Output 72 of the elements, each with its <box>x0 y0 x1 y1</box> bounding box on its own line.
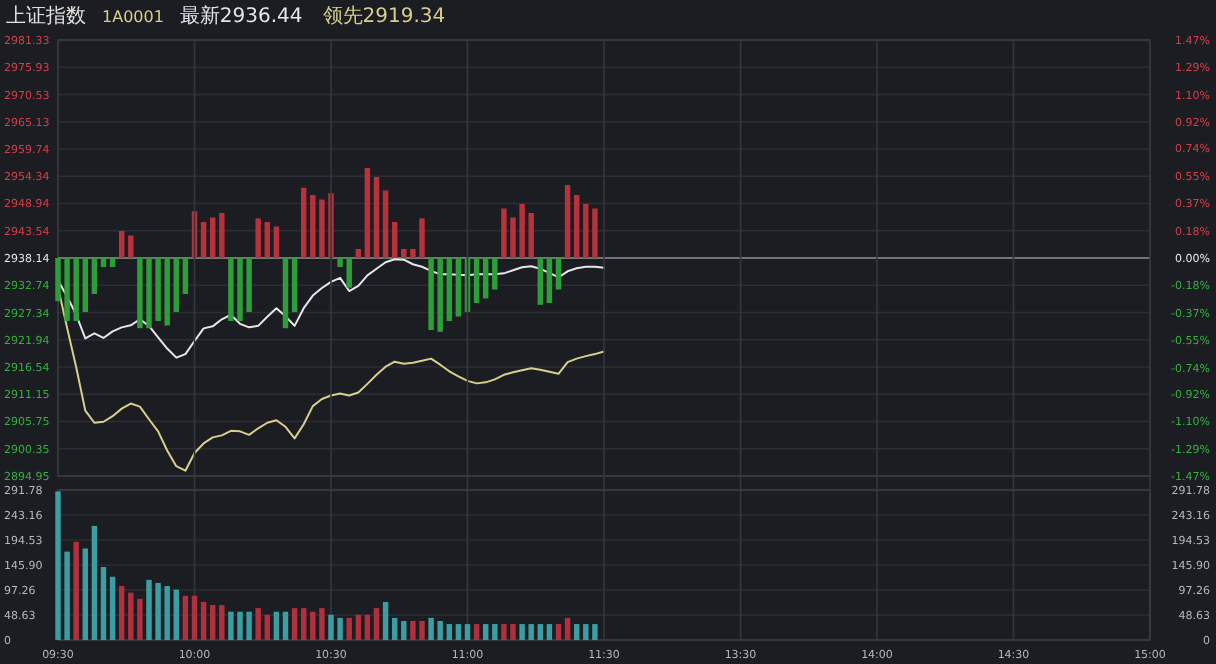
bar <box>219 605 225 640</box>
bar <box>82 548 89 640</box>
bar <box>537 258 544 305</box>
bar <box>546 624 553 640</box>
bar <box>273 226 280 258</box>
bar <box>219 213 225 258</box>
chart-title: 上证指数 <box>6 4 86 28</box>
bar <box>255 218 261 258</box>
bar <box>118 231 125 258</box>
bar <box>382 601 389 640</box>
bar <box>446 258 453 321</box>
bar <box>109 258 116 267</box>
bar <box>355 249 362 258</box>
bar <box>255 608 261 640</box>
bar <box>364 614 371 640</box>
bar <box>118 586 125 640</box>
bar <box>264 222 271 258</box>
bar <box>391 617 398 640</box>
bar <box>282 611 289 640</box>
bar <box>173 589 180 640</box>
bar <box>173 258 180 312</box>
bar <box>355 614 362 640</box>
bar <box>264 614 271 640</box>
bar <box>455 258 462 317</box>
bar <box>473 258 480 303</box>
bar <box>209 605 216 640</box>
bar <box>573 195 580 258</box>
bar <box>91 525 98 640</box>
bar <box>128 235 134 258</box>
bar <box>482 624 489 640</box>
bar <box>564 617 571 640</box>
bar <box>100 258 107 267</box>
bar <box>391 222 398 258</box>
bar <box>300 187 307 258</box>
bar <box>109 576 116 640</box>
bar <box>492 624 498 640</box>
bar <box>182 258 189 294</box>
bar <box>446 624 453 640</box>
bar <box>364 168 371 258</box>
bar <box>209 217 216 258</box>
bar <box>555 258 562 290</box>
bar <box>464 624 471 640</box>
bar <box>346 617 352 640</box>
bar <box>537 624 544 640</box>
bar <box>100 567 107 640</box>
bar <box>564 185 571 258</box>
bar <box>546 258 553 303</box>
bar <box>373 177 380 258</box>
bar <box>282 258 289 329</box>
bar <box>401 620 407 640</box>
bar <box>200 222 207 258</box>
bar <box>82 258 89 312</box>
text: 领先2919.34 <box>322 4 446 28</box>
bar <box>473 624 480 640</box>
bar <box>382 190 389 258</box>
bar <box>482 258 489 299</box>
bar <box>291 258 298 312</box>
bar <box>291 608 298 640</box>
bar <box>273 611 280 640</box>
bar <box>91 258 98 294</box>
bar <box>300 608 307 640</box>
bar <box>555 624 562 640</box>
bar <box>182 595 189 640</box>
bar <box>573 624 580 640</box>
bar <box>455 624 462 640</box>
text: 最新2936.44 <box>179 4 303 28</box>
bar <box>373 608 380 640</box>
bar <box>191 595 198 640</box>
chart-subtitle: 1A0001 <box>102 8 164 26</box>
bar <box>73 541 79 640</box>
bar <box>200 601 207 640</box>
bar <box>492 258 498 290</box>
